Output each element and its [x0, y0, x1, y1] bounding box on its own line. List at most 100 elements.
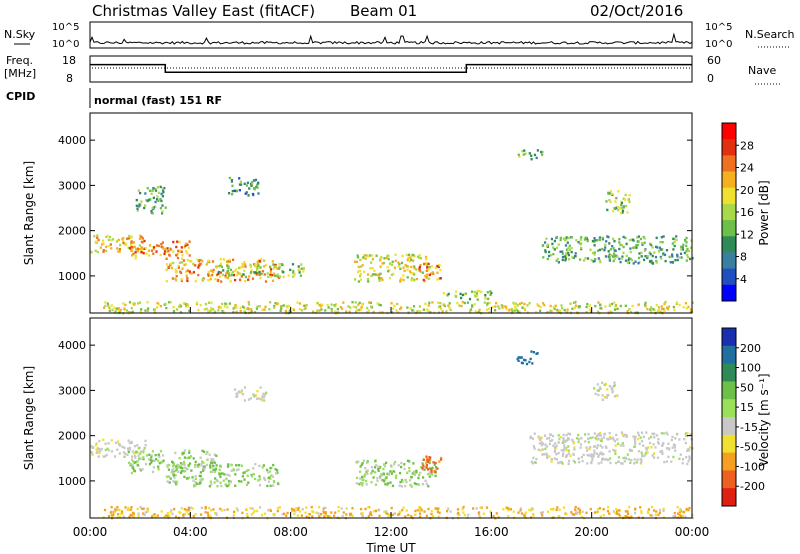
scatter-cell — [660, 449, 663, 453]
scatter-cell — [428, 273, 431, 277]
scatter-cell — [686, 256, 689, 259]
scatter-cell — [305, 515, 308, 518]
scatter-cell — [143, 239, 146, 243]
scatter-cell — [681, 246, 684, 249]
scatter-cell — [324, 309, 327, 312]
scatter-cell — [235, 464, 238, 467]
scatter-cell — [685, 236, 688, 240]
scatter-cell — [367, 280, 370, 283]
scatter-cell — [104, 455, 107, 458]
scatter-cell — [295, 507, 298, 510]
scatter-cell — [595, 438, 598, 441]
scatter-cell — [486, 302, 489, 305]
scatter-cell — [415, 277, 418, 281]
x-tick-label: 04:00 — [173, 525, 208, 539]
scatter-cell — [138, 468, 142, 471]
scatter-cell — [142, 451, 145, 454]
scatter-cell — [478, 514, 481, 517]
scatter-cell — [613, 252, 616, 255]
scatter-cell — [146, 309, 149, 312]
scatter-cell — [183, 463, 186, 467]
scatter-cell — [529, 436, 532, 440]
scatter-cell — [298, 308, 301, 311]
scatter-cell — [472, 507, 475, 510]
scatter-cell — [548, 436, 551, 440]
scatter-cell — [424, 274, 427, 278]
scatter-cell — [430, 468, 433, 472]
scatter-cell — [555, 235, 558, 239]
scatter-cell — [434, 266, 437, 269]
scatter-cell — [559, 236, 562, 240]
scatter-cell — [625, 457, 628, 460]
scatter-cell — [398, 510, 401, 514]
scatter-cell — [233, 388, 237, 391]
scatter-cell — [312, 511, 315, 514]
scatter-cell — [238, 272, 241, 275]
scatter-cell — [145, 252, 148, 255]
scatter-cell — [653, 456, 656, 459]
scatter-cell — [678, 457, 681, 460]
colorbar-swatch — [722, 236, 736, 253]
scatter-cell — [531, 437, 535, 440]
scatter-cell — [250, 269, 253, 272]
scatter-cell — [166, 464, 169, 467]
scatter-cell — [663, 309, 666, 312]
scatter-cell — [404, 478, 407, 482]
scatter-cell — [174, 474, 177, 477]
scatter-cell — [274, 263, 277, 267]
scatter-cell — [597, 438, 600, 441]
scatter-cell — [366, 461, 369, 464]
scatter-cell — [563, 446, 566, 450]
scatter-cell — [603, 383, 606, 387]
scatter-cell — [269, 273, 272, 276]
scatter-cell — [172, 467, 175, 470]
scatter-cell — [194, 463, 197, 467]
scatter-cell — [533, 432, 536, 435]
scatter-cell — [177, 249, 180, 253]
scatter-cell — [369, 301, 372, 304]
scatter-cell — [662, 509, 665, 512]
scatter-cell — [608, 457, 612, 460]
scatter-cell — [188, 309, 191, 312]
scatter-cell — [156, 195, 159, 198]
scatter-cell — [372, 510, 375, 513]
scatter-cell — [650, 306, 653, 309]
scatter-cell — [554, 442, 557, 445]
scatter-cell — [415, 268, 418, 271]
scatter-cell — [198, 259, 201, 262]
scatter-cell — [96, 450, 99, 453]
scatter-cell — [228, 258, 231, 262]
scatter-cell — [655, 434, 659, 437]
scatter-cell — [423, 510, 426, 513]
scatter-cell — [671, 253, 674, 256]
scatter-cell — [209, 466, 212, 469]
scatter-cell — [130, 440, 133, 444]
scatter-cell — [383, 465, 386, 468]
scatter-cell — [574, 254, 577, 258]
scatter-cell — [536, 149, 539, 152]
scatter-cell — [263, 265, 266, 268]
scatter-cell — [253, 311, 257, 314]
scatter-cell — [160, 245, 163, 248]
scatter-cell — [351, 514, 354, 518]
scatter-cell — [221, 310, 224, 313]
scatter-cell — [218, 272, 221, 275]
scatter-cell — [530, 460, 533, 463]
scatter-cell — [687, 447, 690, 451]
scatter-cell — [357, 270, 360, 274]
scatter-cell — [195, 302, 198, 306]
scatter-cell — [136, 463, 139, 467]
scatter-cell — [358, 482, 361, 486]
scatter-cell — [168, 475, 171, 478]
scatter-cell — [537, 435, 540, 438]
scatter-cell — [361, 478, 364, 481]
scatter-cell — [651, 432, 654, 435]
scatter-cell — [608, 242, 611, 245]
scatter-cell — [551, 434, 555, 438]
scatter-cell — [523, 514, 526, 517]
scatter-cell — [554, 448, 557, 451]
scatter-cell — [378, 273, 381, 276]
scatter-cell — [133, 444, 137, 448]
scatter-cell — [152, 459, 156, 462]
scatter-cell — [199, 471, 202, 474]
